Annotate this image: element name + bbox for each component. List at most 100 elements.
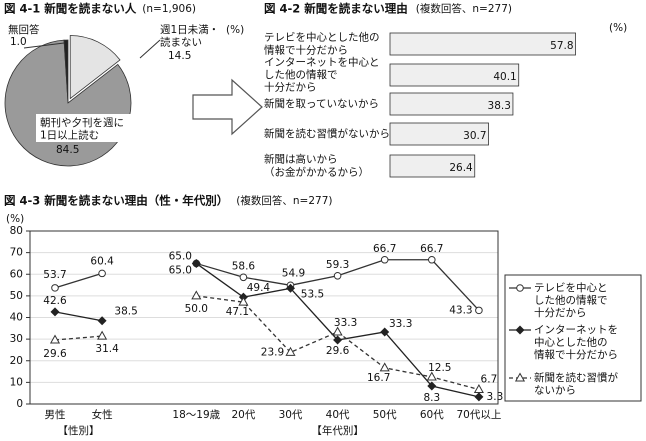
- y-tick-label: 60: [10, 268, 23, 280]
- y-tick-label: 10: [10, 376, 23, 388]
- marker: [191, 290, 202, 300]
- chart-title: 図 4-2 新聞を読まない理由: [264, 2, 408, 16]
- value-label: 43.3: [449, 304, 472, 316]
- marker: [51, 284, 59, 292]
- marker: [379, 362, 390, 372]
- legend-label: テレビを中心とした他の情報で十分だから: [534, 281, 608, 319]
- y-tick-label: 20: [10, 355, 23, 367]
- group-label: 【性別】: [58, 424, 100, 437]
- legend-box: [504, 274, 642, 402]
- group-label: 【年代別】: [311, 424, 364, 437]
- y-tick-label: 0: [16, 398, 23, 410]
- leader: [139, 39, 161, 59]
- arrow: [192, 78, 263, 136]
- value-label: 38.5: [114, 306, 137, 318]
- value-label: 65.0: [169, 250, 192, 262]
- value-label: 30.7: [463, 130, 486, 142]
- value-label: 26.4: [449, 162, 473, 174]
- category-label: 新聞を読む習慣がないから: [264, 127, 390, 140]
- marker: [332, 326, 343, 336]
- x-tick-label: 30代: [279, 409, 303, 421]
- value-label: 29.6: [43, 348, 67, 360]
- marker: [475, 306, 483, 315]
- slice-label: 週1日未満・読まない: [160, 24, 219, 49]
- bar: [389, 154, 476, 178]
- value-label: 8.3: [423, 392, 440, 404]
- x-tick-label: 20代: [231, 409, 255, 421]
- value-label: 50.0: [185, 303, 208, 315]
- value-label: 66.7: [420, 243, 443, 255]
- legend-marker: [515, 325, 525, 335]
- plot-frame: [29, 230, 499, 405]
- label-box: [36, 114, 140, 142]
- value-label: 54.9: [282, 267, 305, 279]
- marker: [97, 330, 108, 340]
- chart-subtitle: (n=1,906): [142, 3, 196, 15]
- marker: [333, 335, 343, 345]
- marker: [191, 258, 201, 268]
- legend-marker: [516, 284, 524, 292]
- unit-label: (%): [6, 213, 24, 225]
- marker: [428, 255, 436, 264]
- marker: [380, 327, 390, 337]
- value-label: 60.4: [90, 255, 114, 267]
- chart-title: 図 4-1 新聞を読まない人: [4, 2, 137, 16]
- value-label: 6.7: [481, 374, 498, 386]
- pie-slice: [63, 39, 69, 104]
- legend-label: 新聞を読む習慣がないから: [534, 371, 618, 397]
- legend-label: インターネットを中心とした他の情報で十分だから: [534, 324, 618, 361]
- category-label: 新聞を取っていないから: [264, 97, 379, 110]
- marker: [286, 283, 295, 293]
- marker: [238, 296, 249, 306]
- category-label: 新聞は高いから（お金がかかるから）: [264, 153, 369, 179]
- value-label: 53.7: [43, 269, 66, 281]
- y-tick-label: 80: [10, 225, 23, 237]
- bar: [389, 122, 489, 146]
- marker: [97, 316, 107, 326]
- value-label: 31.4: [95, 343, 119, 355]
- marker: [49, 334, 61, 344]
- x-tick-label: 男性: [45, 408, 66, 421]
- value-label: 1.0: [10, 36, 27, 48]
- value-label: 42.6: [43, 295, 67, 307]
- leader: [23, 42, 65, 49]
- marker: [427, 381, 437, 391]
- value-label: 33.3: [389, 318, 412, 330]
- y-tick-label: 50: [10, 290, 23, 302]
- value-label: 29.6: [326, 345, 350, 357]
- y-tick-label: 70: [10, 247, 23, 259]
- bar: [389, 63, 520, 87]
- marker: [50, 307, 60, 317]
- value-label: 65.0: [169, 264, 192, 276]
- x-tick-label: 50代: [373, 409, 397, 421]
- value-label: 58.6: [232, 260, 256, 272]
- chart-subtitle: (複数回答、n=277): [236, 194, 332, 207]
- x-tick-label: 60代: [420, 409, 444, 421]
- unit-label: (%): [226, 24, 244, 36]
- y-tick-label: 40: [10, 312, 23, 324]
- chart-title: 図 4-3 新聞を読まない理由（性・年代別）: [4, 194, 228, 208]
- value-label: 38.3: [488, 100, 511, 112]
- value-label: 49.4: [247, 282, 271, 294]
- value-label: 12.5: [428, 362, 451, 374]
- category-label: インターネットを中心とした他の情報で十分だから: [264, 55, 380, 93]
- legend-marker: [514, 372, 526, 382]
- value-label: 16.7: [367, 372, 390, 384]
- value-label: 3.3: [487, 391, 504, 403]
- value-label: 14.5: [168, 50, 191, 62]
- x-tick-label: 18～19歳: [172, 409, 220, 421]
- marker: [426, 371, 437, 381]
- value-label: 23.9: [261, 346, 284, 358]
- marker: [380, 255, 389, 264]
- marker: [239, 273, 248, 282]
- x-tick-label: 女性: [92, 408, 113, 421]
- value-label: 40.1: [493, 71, 516, 83]
- slice-label: 朝刊や夕刊を週に 1日以上読む: [40, 117, 124, 142]
- marker: [474, 392, 484, 402]
- bar: [389, 92, 514, 116]
- marker: [473, 383, 484, 394]
- unit-label: (%): [609, 22, 627, 34]
- slice-label: 無回答: [8, 23, 40, 36]
- value-label: 47.1: [226, 306, 249, 318]
